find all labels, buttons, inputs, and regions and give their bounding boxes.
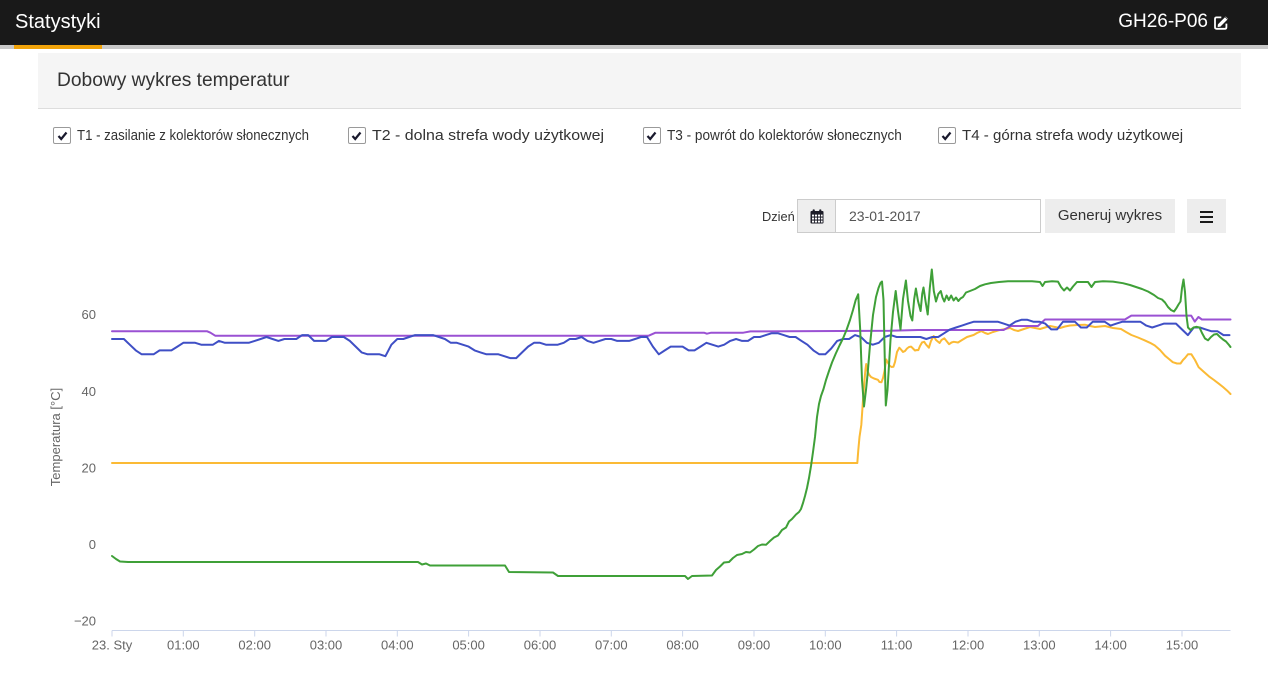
svg-text:08:00: 08:00 [666,638,699,653]
svg-text:02:00: 02:00 [238,638,271,653]
svg-text:15:00: 15:00 [1166,638,1199,653]
svg-text:−20: −20 [74,614,96,629]
svg-text:10:00: 10:00 [809,638,842,653]
svg-text:0: 0 [89,537,96,552]
svg-text:06:00: 06:00 [524,638,557,653]
svg-text:11:00: 11:00 [881,638,913,653]
svg-text:60: 60 [82,307,96,322]
svg-text:20: 20 [82,460,96,475]
svg-text:05:00: 05:00 [452,638,485,653]
svg-text:23. Sty: 23. Sty [92,638,133,653]
svg-text:12:00: 12:00 [952,638,985,653]
svg-text:13:00: 13:00 [1023,638,1056,653]
svg-text:01:00: 01:00 [167,638,200,653]
svg-text:40: 40 [82,384,96,399]
svg-text:04:00: 04:00 [381,638,414,653]
svg-text:07:00: 07:00 [595,638,628,653]
svg-text:Temperatura [°C]: Temperatura [°C] [48,388,63,486]
svg-text:03:00: 03:00 [310,638,343,653]
svg-text:09:00: 09:00 [738,638,771,653]
svg-text:14:00: 14:00 [1094,638,1127,653]
